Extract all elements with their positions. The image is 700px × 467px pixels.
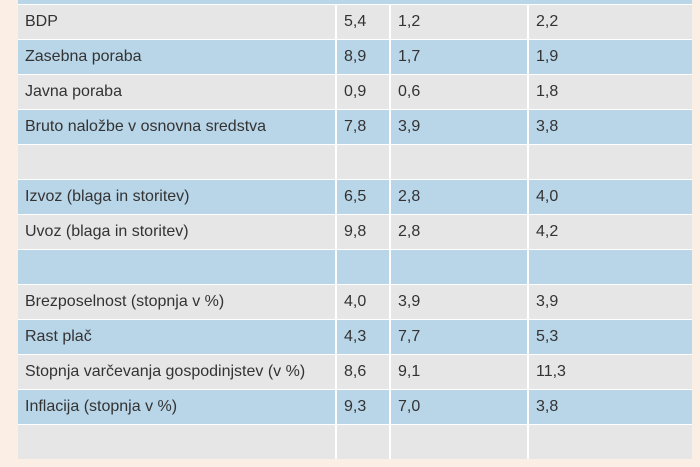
value-cell: 1,7 [389,39,528,75]
value-cell: 7,8 [335,109,390,145]
empty-cell [389,249,528,285]
empty-cell [389,144,528,180]
value-cell: 2,8 [389,214,528,250]
value-cell: 7,7 [389,319,528,355]
row-label: Rast plač [18,319,336,355]
value-cell: 0,9 [335,74,390,110]
value-cell: 4,3 [335,319,390,355]
row-label: Zasebna poraba [18,39,336,75]
table-row [18,424,692,459]
row-label: Izvoz (blaga in storitev) [18,179,336,215]
table-row: Brezposelnost (stopnja v %) 4,0 3,9 3,9 [18,284,692,320]
table-row: Uvoz (blaga in storitev) 9,8 2,8 4,2 [18,214,692,250]
empty-cell [389,424,528,459]
row-label: BDP [18,4,336,40]
empty-cell [18,144,336,180]
table-row: Zasebna poraba 8,9 1,7 1,9 [18,39,692,75]
table-row: Rast plač 4,3 7,7 5,3 [18,319,692,355]
value-cell: 8,9 [335,39,390,75]
value-cell: 9,8 [335,214,390,250]
empty-cell [18,249,336,285]
table-row: Javna poraba 0,9 0,6 1,8 [18,74,692,110]
table-body: BDP 5,4 1,2 2,2 Zasebna poraba 8,9 1,7 1,9 Javna… [18,4,692,459]
table-row: Izvoz (blaga in storitev) 6,5 2,8 4,0 [18,179,692,215]
value-cell: 4,2 [527,214,692,250]
value-cell: 3,8 [527,389,692,425]
table-row [18,144,692,180]
value-cell: 11,3 [527,354,692,390]
row-label: Javna poraba [18,74,336,110]
empty-cell [18,424,336,459]
value-cell: 3,9 [389,284,528,320]
table-row: Stopnja varčevanja gospodinjstev (v %) 8,… [18,354,692,390]
value-cell: 7,0 [389,389,528,425]
empty-cell [335,424,390,459]
value-cell: 2,2 [527,4,692,40]
empty-cell [527,249,692,285]
table-row: BDP 5,4 1,2 2,2 [18,4,692,40]
value-cell: 5,3 [527,319,692,355]
table-row: Bruto naložbe v osnovna sredstva 7,8 3,9 3,… [18,109,692,145]
empty-cell [527,144,692,180]
value-cell: 3,8 [527,109,692,145]
table-row: Inflacija (stopnja v %) 9,3 7,0 3,8 [18,389,692,425]
value-cell: 1,9 [527,39,692,75]
empty-cell [335,249,390,285]
value-cell: 2,8 [389,179,528,215]
value-cell: 4,0 [527,179,692,215]
value-cell: 1,8 [527,74,692,110]
row-label: Brezposelnost (stopnja v %) [18,284,336,320]
row-label: Stopnja varčevanja gospodinjstev (v %) [18,354,336,390]
value-cell: 0,6 [389,74,528,110]
value-cell: 5,4 [335,4,390,40]
value-cell: 6,5 [335,179,390,215]
value-cell: 3,9 [389,109,528,145]
data-table: BDP 5,4 1,2 2,2 Zasebna poraba 8,9 1,7 1,9 Javna… [18,4,692,459]
value-cell: 1,2 [389,4,528,40]
empty-cell [335,144,390,180]
row-label: Inflacija (stopnja v %) [18,389,336,425]
value-cell: 4,0 [335,284,390,320]
row-label: Bruto naložbe v osnovna sredstva [18,109,336,145]
table-wrap: BDP 5,4 1,2 2,2 Zasebna poraba 8,9 1,7 1,9 Javna… [18,0,692,459]
header-strip [18,0,692,4]
value-cell: 9,3 [335,389,390,425]
row-label: Uvoz (blaga in storitev) [18,214,336,250]
empty-cell [527,424,692,459]
value-cell: 8,6 [335,354,390,390]
value-cell: 9,1 [389,354,528,390]
table-row [18,249,692,285]
value-cell: 3,9 [527,284,692,320]
